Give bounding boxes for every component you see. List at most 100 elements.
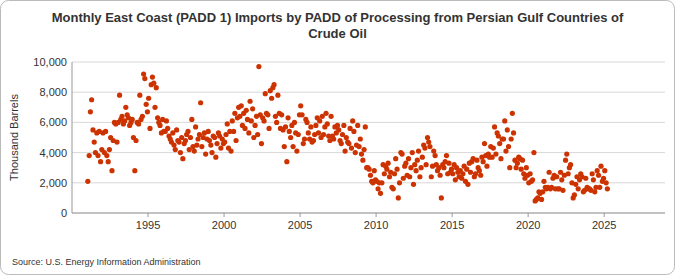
- point: [514, 165, 519, 170]
- point: [249, 118, 254, 123]
- point: [140, 114, 145, 119]
- point: [604, 180, 609, 185]
- point: [195, 136, 200, 141]
- x-tick-label: 2020: [516, 219, 540, 231]
- point: [283, 124, 288, 129]
- point: [363, 124, 368, 129]
- x-tick-label: 2000: [212, 219, 236, 231]
- point: [424, 162, 429, 167]
- point: [396, 195, 401, 200]
- point: [394, 167, 399, 172]
- x-tick: [376, 213, 377, 217]
- point: [566, 171, 571, 176]
- point: [590, 171, 595, 176]
- point: [429, 174, 434, 179]
- point: [155, 115, 160, 120]
- x-tick: [300, 213, 301, 217]
- point: [506, 144, 511, 149]
- x-tick-label: 1995: [136, 219, 160, 231]
- point: [482, 141, 487, 146]
- point: [242, 126, 247, 131]
- point: [387, 174, 392, 179]
- point: [572, 192, 577, 197]
- source: Source: U.S. Energy Information Administ…: [12, 257, 201, 267]
- point: [218, 145, 223, 150]
- point: [460, 171, 465, 176]
- point: [164, 118, 169, 123]
- x-tick: [224, 213, 225, 217]
- point: [299, 112, 304, 117]
- point: [501, 136, 506, 141]
- point: [355, 123, 360, 128]
- point: [132, 168, 137, 173]
- point: [323, 111, 328, 116]
- point: [367, 167, 372, 172]
- point: [605, 186, 610, 191]
- point: [288, 135, 293, 140]
- point: [427, 144, 432, 149]
- point: [180, 156, 185, 161]
- point: [358, 136, 363, 141]
- point: [147, 126, 152, 131]
- point: [547, 170, 552, 175]
- point: [194, 142, 199, 147]
- point: [209, 150, 214, 155]
- point: [379, 180, 384, 185]
- point: [222, 139, 227, 144]
- point: [250, 106, 255, 111]
- point: [296, 132, 301, 137]
- point: [597, 185, 602, 190]
- point: [313, 123, 318, 128]
- point: [244, 108, 249, 113]
- point: [228, 148, 233, 153]
- point: [292, 120, 297, 125]
- point: [321, 132, 326, 137]
- points: [85, 64, 610, 204]
- point: [263, 91, 268, 96]
- y-axis-label: Thousand Barrels: [8, 94, 20, 181]
- x-tick: [528, 213, 529, 217]
- point: [306, 130, 311, 135]
- y-tick-label: 2,000: [39, 177, 67, 189]
- point: [342, 148, 347, 153]
- point: [407, 174, 412, 179]
- point: [583, 176, 588, 181]
- point: [265, 112, 270, 117]
- point: [554, 174, 559, 179]
- x-tick-label: 2025: [592, 219, 616, 231]
- point: [188, 135, 193, 140]
- x-tick-label: 2015: [440, 219, 464, 231]
- point: [351, 129, 356, 134]
- point: [87, 153, 92, 158]
- point: [450, 171, 455, 176]
- point: [239, 103, 244, 108]
- point: [246, 130, 251, 135]
- point: [192, 148, 197, 153]
- point: [530, 177, 535, 182]
- point: [176, 139, 181, 144]
- point: [123, 105, 128, 110]
- point: [271, 82, 276, 87]
- point: [339, 141, 344, 146]
- point: [403, 161, 408, 166]
- point: [560, 188, 565, 193]
- point: [505, 127, 510, 132]
- point: [432, 153, 437, 158]
- point: [214, 141, 219, 146]
- point: [406, 156, 411, 161]
- point: [198, 100, 203, 105]
- point: [225, 121, 230, 126]
- point: [130, 117, 135, 122]
- point: [592, 189, 597, 194]
- point: [507, 165, 512, 170]
- point: [119, 114, 124, 119]
- point: [368, 173, 373, 178]
- point: [173, 147, 178, 152]
- point: [422, 145, 427, 150]
- point: [502, 118, 507, 123]
- point: [317, 118, 322, 123]
- point: [349, 145, 354, 150]
- point: [259, 141, 264, 146]
- point: [393, 156, 398, 161]
- point: [146, 96, 151, 101]
